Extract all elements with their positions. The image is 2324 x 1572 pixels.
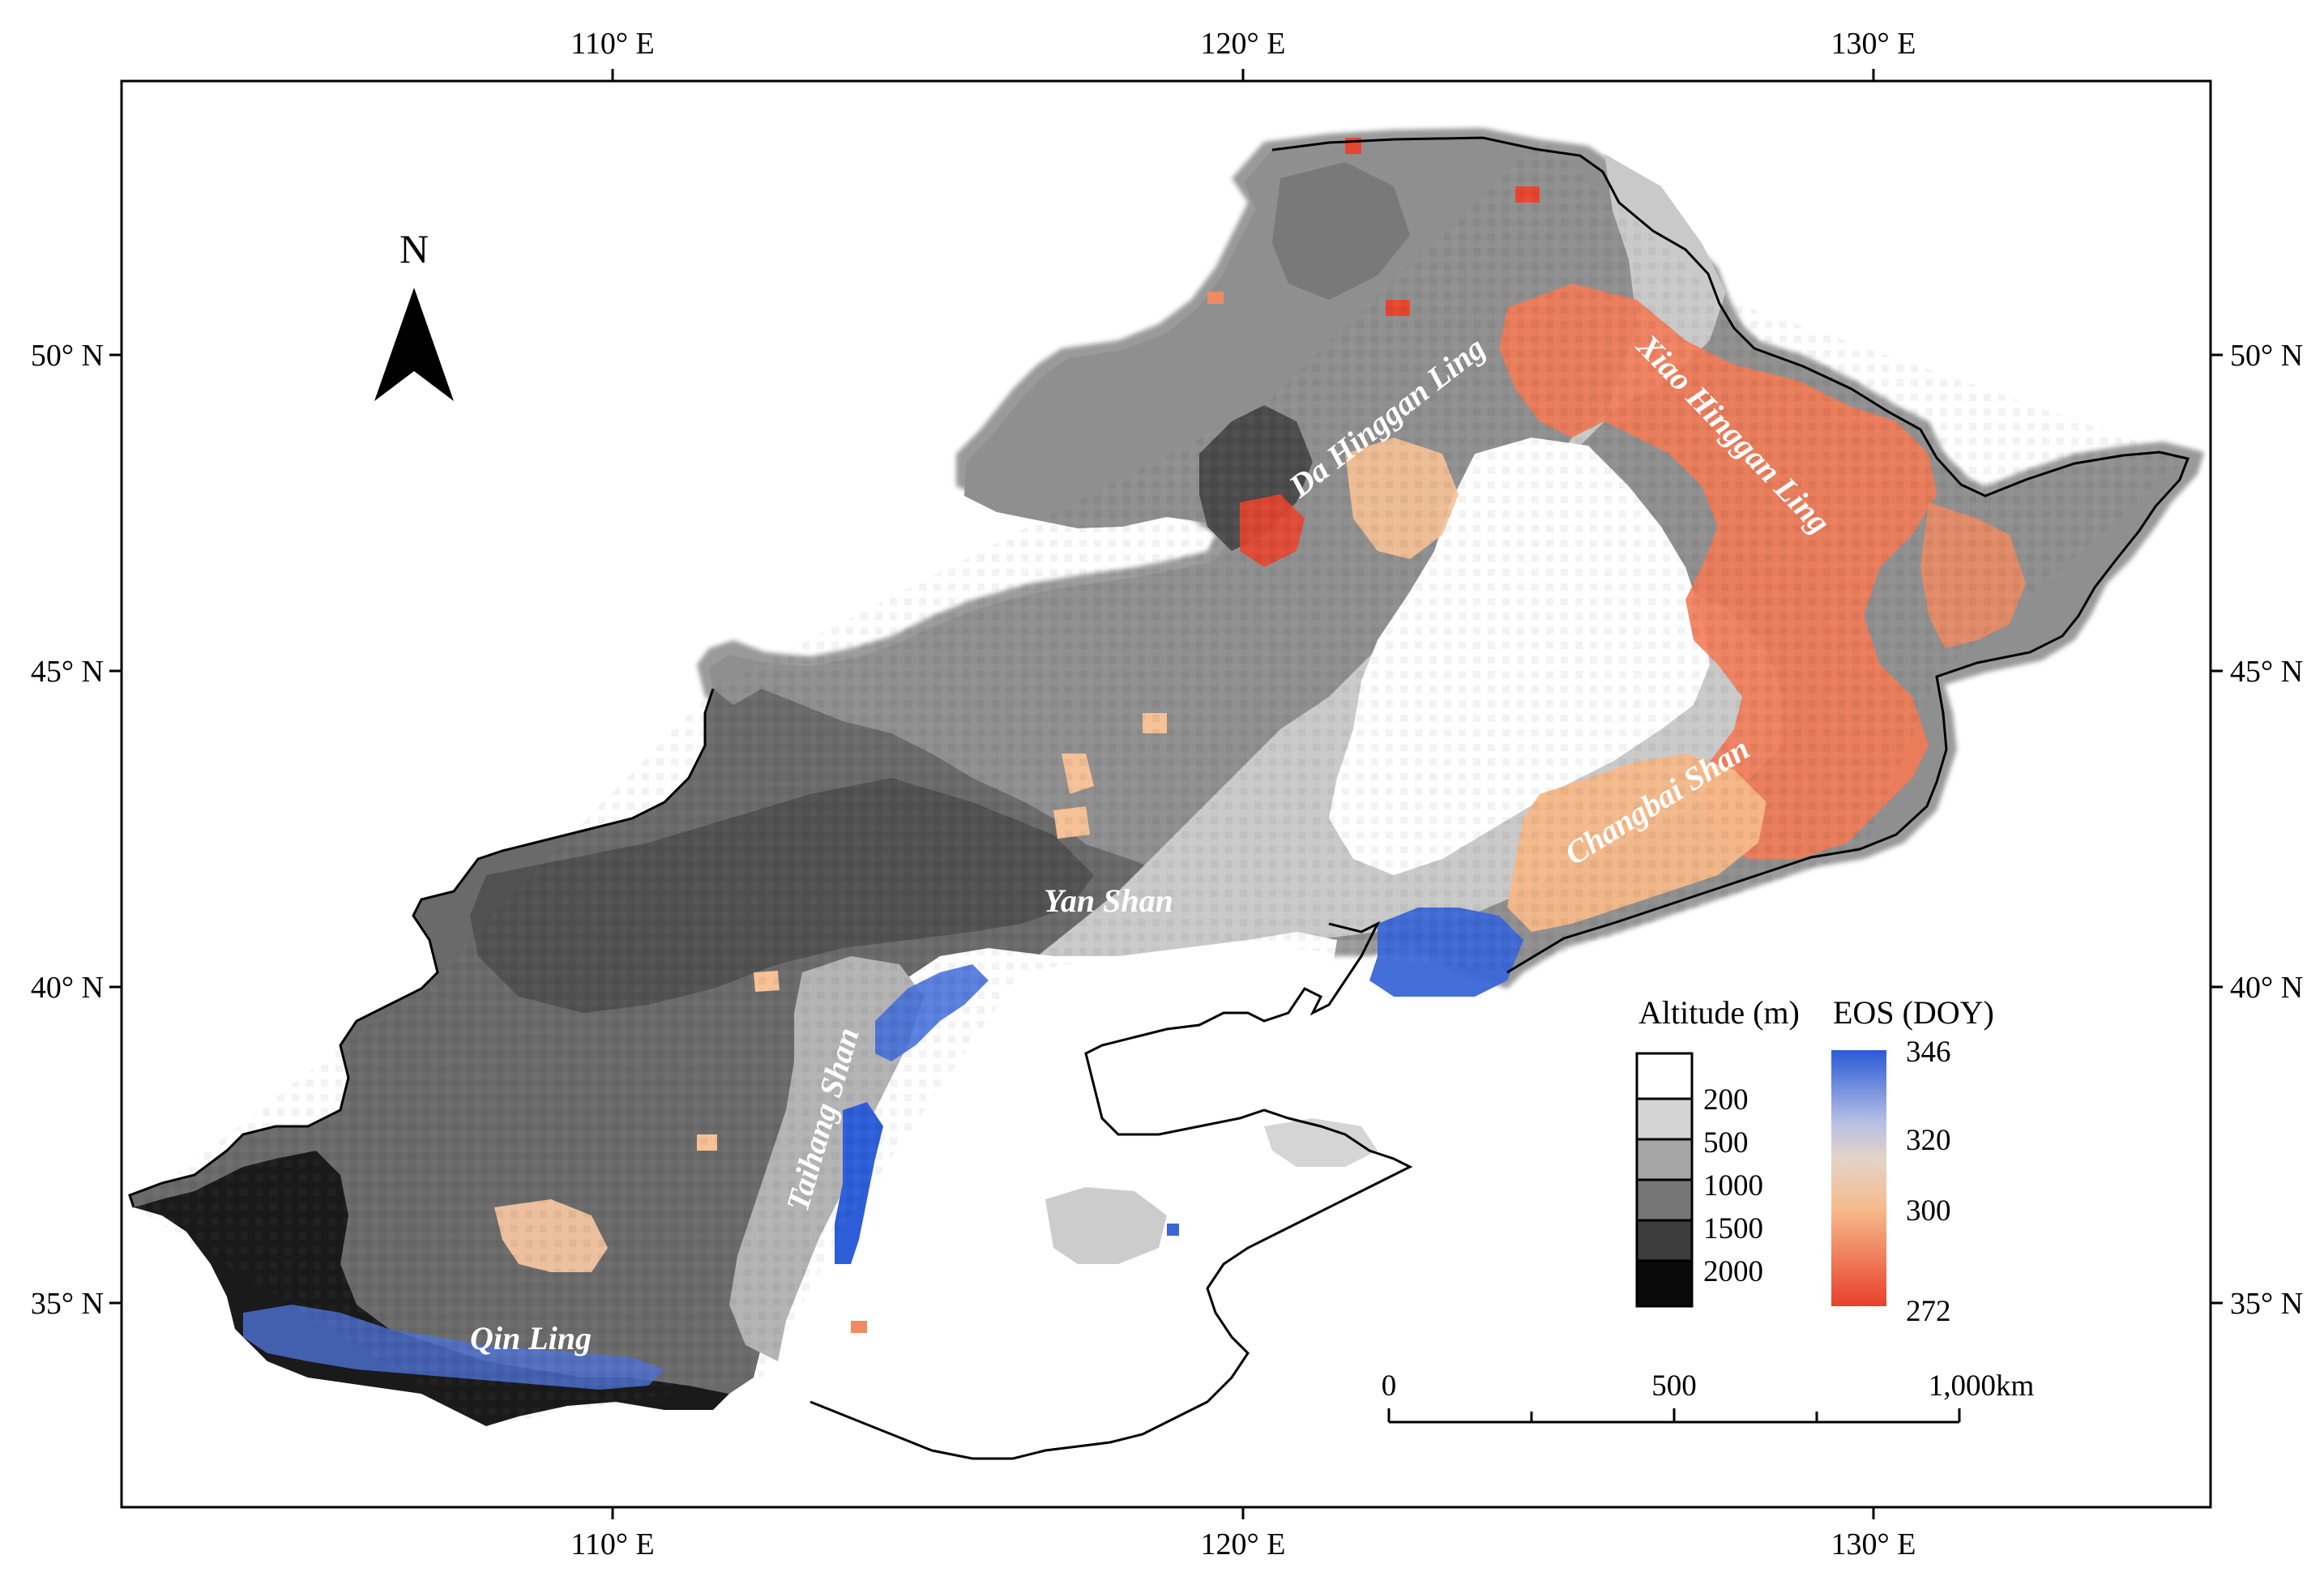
bottom-tick-130: 130° E	[1831, 1527, 1916, 1561]
eos-tick-300: 300	[1906, 1194, 1951, 1228]
study-region	[128, 128, 2204, 1460]
legend-altitude-swatches	[1635, 1052, 1694, 1308]
range-label-yan-shan: Yan Shan	[1044, 882, 1173, 919]
bottom-tick-120: 120° E	[1201, 1527, 1286, 1561]
eos-patch-north-dot4	[1207, 292, 1224, 304]
left-tick-40: 40° N	[31, 971, 104, 1005]
altitude-class-1500: 1500	[1703, 1212, 1763, 1245]
eos-colorbar	[1831, 1050, 1886, 1306]
region-shandong-gray2	[1264, 1118, 1378, 1167]
legend-altitude: Altitude (m) 200 500 1000 1500 2000	[1635, 994, 1800, 1308]
eos-tick-272: 272	[1906, 1295, 1951, 1328]
scale-bar: 0 500 1,000km	[1382, 1369, 2035, 1424]
graticule-ticks	[109, 69, 2223, 1519]
left-tick-50: 50° N	[31, 339, 104, 373]
altitude-swatch-3	[1635, 1178, 1694, 1222]
scale-label-1000: 1,000km	[1929, 1369, 2035, 1403]
eos-tick-346: 346	[1906, 1036, 1951, 1069]
legend-eos: EOS (DOY) 346 320 300 272	[1831, 994, 1994, 1328]
altitude-swatch-0	[1635, 1052, 1694, 1100]
altitude-swatch-4	[1635, 1219, 1694, 1262]
north-arrow-icon	[374, 288, 414, 401]
altitude-swatch-5	[1635, 1259, 1694, 1308]
altitude-class-2000: 2000	[1703, 1255, 1763, 1288]
right-tick-45: 45° N	[2230, 655, 2303, 689]
eos-patch-coastal	[851, 1321, 867, 1333]
left-tick-35: 35° N	[31, 1287, 104, 1321]
legend-eos-title: EOS (DOY)	[1833, 994, 1994, 1031]
eos-tick-320: 320	[1906, 1124, 1951, 1157]
region-texture	[134, 138, 2188, 1426]
north-label: N	[399, 226, 429, 271]
region-shandong-gray	[1045, 1187, 1167, 1264]
left-tick-45: 45° N	[31, 655, 104, 689]
top-tick-130: 130° E	[1831, 27, 1916, 61]
region-outline-ne	[1271, 136, 2190, 974]
top-tick-110: 110° E	[570, 27, 655, 61]
region-dark-patch-north	[1272, 162, 1410, 300]
top-tick-120: 120° E	[1201, 27, 1286, 61]
altitude-swatch-1	[1635, 1097, 1694, 1141]
right-tick-40: 40° N	[2230, 971, 2303, 1005]
right-tick-35: 35° N	[2230, 1287, 2303, 1321]
altitude-class-200: 200	[1703, 1083, 1749, 1117]
north-arrow-icon-right	[414, 288, 454, 401]
altitude-class-1000: 1000	[1703, 1169, 1763, 1202]
altitude-class-500: 500	[1703, 1126, 1749, 1160]
north-arrow: N	[374, 226, 454, 401]
coastline	[810, 921, 1413, 1460]
eos-patch-sd-blue	[1167, 1224, 1179, 1236]
region-outline	[128, 688, 715, 1208]
altitude-swatch-2	[1635, 1138, 1694, 1181]
scale-label-0: 0	[1382, 1369, 1397, 1403]
legend-altitude-title: Altitude (m)	[1638, 994, 1800, 1031]
scale-label-500: 500	[1651, 1369, 1697, 1403]
bottom-tick-110: 110° E	[570, 1527, 655, 1561]
right-tick-50: 50° N	[2230, 339, 2303, 373]
range-label-qin-ling: Qin Ling	[470, 1320, 592, 1356]
